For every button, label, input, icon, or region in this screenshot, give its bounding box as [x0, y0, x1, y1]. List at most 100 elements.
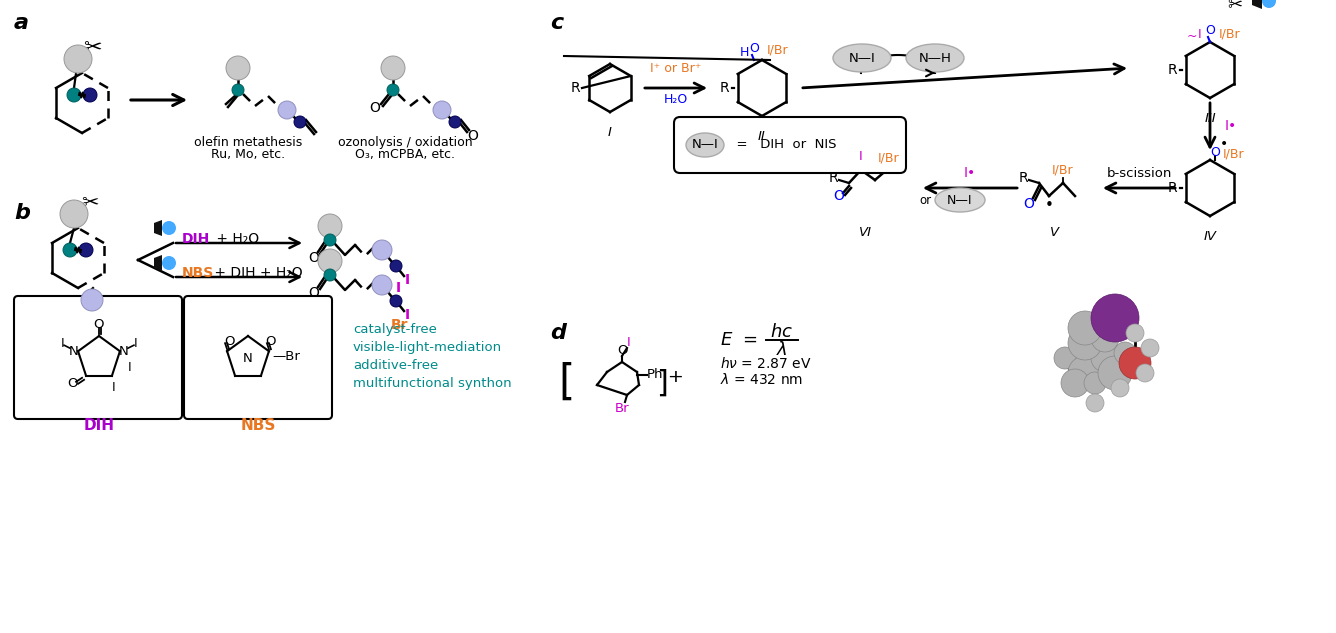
- Text: N—I: N—I: [947, 194, 973, 206]
- Text: I: I: [134, 337, 138, 349]
- Text: I: I: [395, 281, 401, 295]
- Text: O: O: [1023, 197, 1034, 211]
- Text: b: b: [13, 203, 29, 223]
- Text: I/Br: I/Br: [1224, 147, 1245, 161]
- Text: c: c: [550, 13, 564, 33]
- Text: I/Br: I/Br: [878, 151, 900, 165]
- Text: R: R: [828, 171, 838, 185]
- Text: multifunctional synthon: multifunctional synthon: [353, 377, 512, 390]
- Circle shape: [1067, 326, 1102, 360]
- Text: I: I: [128, 361, 132, 374]
- Text: III: III: [1204, 112, 1216, 125]
- Circle shape: [83, 88, 98, 102]
- Circle shape: [64, 45, 92, 73]
- Text: VI: VI: [859, 226, 871, 239]
- Circle shape: [81, 289, 103, 311]
- Circle shape: [325, 234, 335, 246]
- Text: •: •: [1220, 137, 1228, 151]
- Text: I•: I•: [1225, 119, 1237, 133]
- Text: $\lambda$: $\lambda$: [776, 341, 788, 359]
- FancyBboxPatch shape: [184, 296, 333, 419]
- Text: I: I: [405, 273, 410, 287]
- Text: a: a: [13, 13, 29, 33]
- Text: olefin metathesis: olefin metathesis: [194, 136, 302, 149]
- Text: ~: ~: [1186, 30, 1197, 42]
- Text: I: I: [859, 149, 863, 163]
- Text: I: I: [1198, 27, 1202, 41]
- Circle shape: [1126, 324, 1144, 342]
- Text: N—I: N—I: [848, 51, 875, 65]
- Text: O: O: [617, 344, 627, 356]
- Text: ✂: ✂: [81, 193, 99, 213]
- Circle shape: [318, 249, 342, 273]
- Circle shape: [1061, 369, 1089, 397]
- Text: [: [: [558, 362, 574, 404]
- Circle shape: [67, 88, 81, 102]
- Text: I•: I•: [963, 166, 977, 180]
- Circle shape: [63, 243, 77, 257]
- Circle shape: [162, 256, 176, 270]
- Polygon shape: [154, 255, 162, 271]
- Text: I/Br: I/Br: [1053, 163, 1074, 177]
- Text: O: O: [309, 286, 319, 300]
- Text: I/Br: I/Br: [1220, 27, 1241, 41]
- Circle shape: [294, 116, 306, 128]
- Text: additive-free: additive-free: [353, 359, 438, 372]
- Text: visible-light-mediation: visible-light-mediation: [353, 341, 502, 354]
- Text: O: O: [67, 377, 77, 391]
- Circle shape: [1086, 394, 1104, 412]
- Circle shape: [433, 101, 452, 119]
- Text: O: O: [224, 335, 234, 348]
- Text: N: N: [119, 345, 128, 358]
- Text: $hc$: $hc$: [771, 323, 794, 341]
- Text: DIH: DIH: [182, 232, 210, 246]
- Text: II: II: [758, 130, 766, 143]
- Text: R: R: [1018, 171, 1027, 185]
- Circle shape: [1067, 311, 1102, 345]
- Text: R: R: [719, 81, 729, 95]
- Text: O: O: [1210, 146, 1220, 158]
- Text: I: I: [112, 381, 116, 394]
- Text: ✂: ✂: [1228, 0, 1242, 14]
- Text: O: O: [749, 42, 759, 54]
- Circle shape: [1112, 379, 1129, 397]
- Circle shape: [278, 101, 297, 119]
- Circle shape: [79, 243, 94, 257]
- Text: O: O: [266, 335, 277, 348]
- Text: Br: Br: [391, 318, 409, 332]
- Text: ]⁺: ]⁺: [656, 368, 684, 398]
- Circle shape: [232, 84, 244, 96]
- Ellipse shape: [834, 44, 891, 72]
- Text: R: R: [1168, 63, 1177, 77]
- Text: I: I: [405, 308, 410, 322]
- Text: O: O: [468, 129, 478, 143]
- Text: I⁺ or Br⁺: I⁺ or Br⁺: [651, 62, 701, 75]
- Text: •: •: [1045, 199, 1054, 213]
- Circle shape: [387, 84, 399, 96]
- Text: O: O: [834, 189, 844, 203]
- Text: H₂O: H₂O: [664, 93, 688, 106]
- Circle shape: [390, 260, 402, 272]
- Circle shape: [371, 240, 391, 260]
- Text: N—H: N—H: [919, 51, 951, 65]
- Circle shape: [1141, 339, 1160, 357]
- Circle shape: [1092, 294, 1140, 342]
- Text: O₃, mCPBA, etc.: O₃, mCPBA, etc.: [355, 148, 456, 161]
- Text: Br: Br: [615, 401, 629, 415]
- Circle shape: [1114, 342, 1136, 364]
- Text: $\lambda$ = 432 nm: $\lambda$ = 432 nm: [720, 372, 803, 387]
- Text: Ph: Ph: [647, 368, 664, 382]
- Circle shape: [226, 56, 250, 80]
- Circle shape: [1092, 324, 1120, 352]
- Circle shape: [1263, 0, 1276, 8]
- Polygon shape: [154, 220, 162, 236]
- Text: N: N: [243, 351, 253, 365]
- Circle shape: [325, 269, 335, 281]
- Text: IV: IV: [1204, 230, 1217, 243]
- Text: O: O: [370, 101, 381, 115]
- Text: R: R: [570, 81, 580, 95]
- Text: NBS: NBS: [240, 418, 275, 433]
- Text: I: I: [60, 337, 64, 349]
- Circle shape: [1098, 356, 1132, 390]
- Text: Ru, Mo, etc.: Ru, Mo, etc.: [211, 148, 285, 161]
